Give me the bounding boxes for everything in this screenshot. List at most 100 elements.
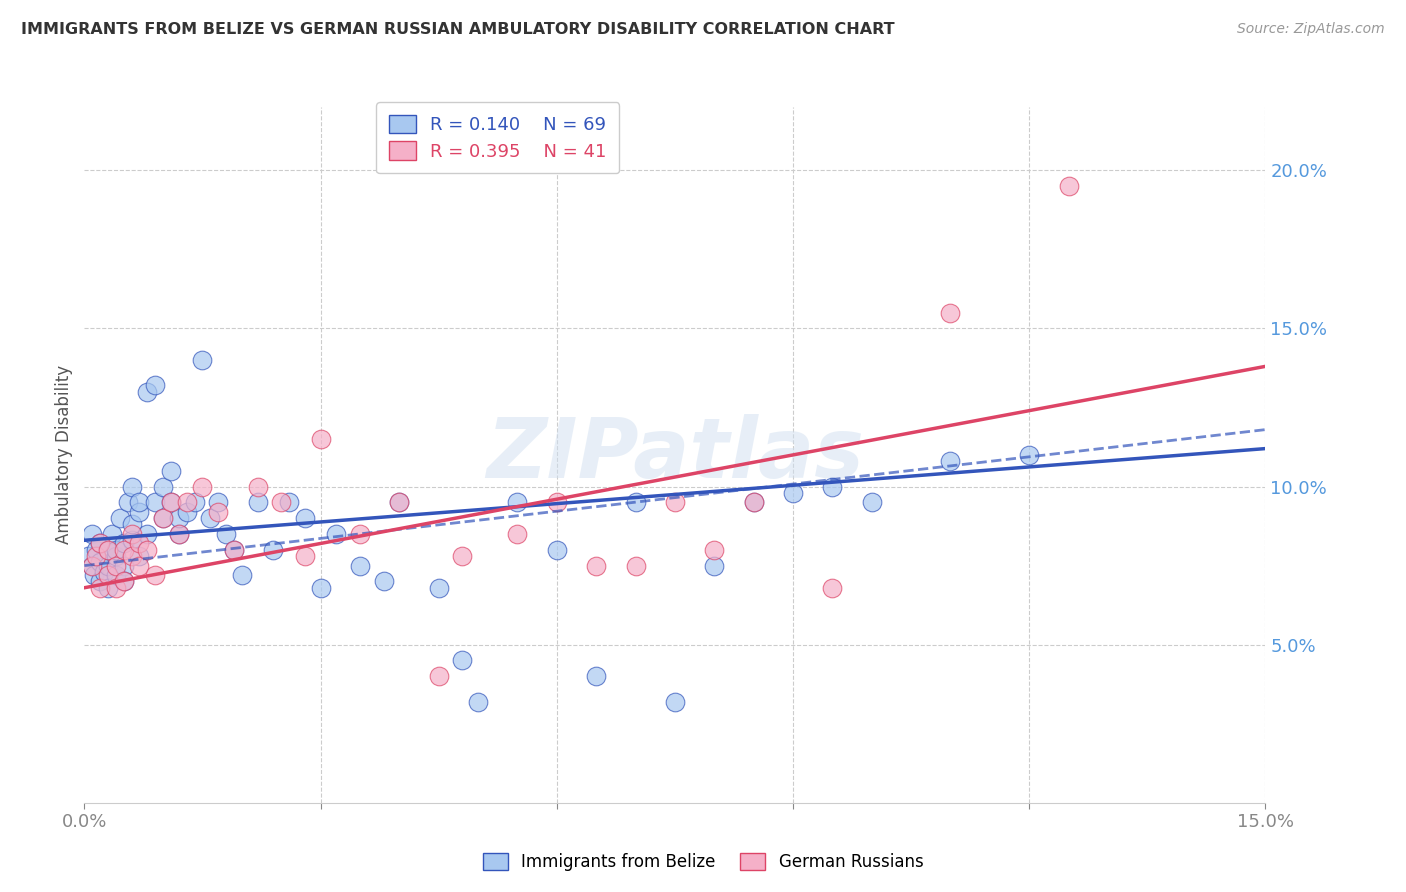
Point bbox=[167, 511, 190, 525]
Point bbox=[703, 558, 725, 573]
Point bbox=[703, 542, 725, 557]
Point bbox=[821, 479, 844, 493]
Point bbox=[89, 536, 111, 550]
Point bbox=[117, 495, 139, 509]
Point bbox=[349, 527, 371, 541]
Point bbox=[451, 653, 474, 667]
Point bbox=[104, 542, 127, 557]
Point bbox=[160, 495, 183, 509]
Point bbox=[97, 542, 120, 557]
Point bbox=[108, 511, 131, 525]
Point bbox=[742, 495, 765, 509]
Point bbox=[373, 574, 395, 589]
Text: ZIPatlas: ZIPatlas bbox=[486, 415, 863, 495]
Point bbox=[427, 581, 450, 595]
Point bbox=[136, 384, 159, 399]
Point bbox=[183, 495, 205, 509]
Point bbox=[270, 495, 292, 509]
Point bbox=[121, 527, 143, 541]
Point bbox=[143, 495, 166, 509]
Point bbox=[1018, 448, 1040, 462]
Point bbox=[388, 495, 411, 509]
Point bbox=[89, 581, 111, 595]
Point bbox=[152, 511, 174, 525]
Point bbox=[191, 479, 214, 493]
Point bbox=[101, 527, 124, 541]
Point bbox=[585, 669, 607, 683]
Point bbox=[121, 549, 143, 563]
Point bbox=[121, 517, 143, 532]
Point bbox=[176, 505, 198, 519]
Point bbox=[294, 549, 316, 563]
Point bbox=[664, 695, 686, 709]
Y-axis label: Ambulatory Disability: Ambulatory Disability bbox=[55, 366, 73, 544]
Point bbox=[309, 432, 332, 446]
Point bbox=[246, 479, 269, 493]
Point bbox=[451, 549, 474, 563]
Point bbox=[89, 536, 111, 550]
Point bbox=[585, 558, 607, 573]
Point bbox=[506, 495, 529, 509]
Point bbox=[207, 495, 229, 509]
Point bbox=[278, 495, 301, 509]
Point bbox=[112, 574, 135, 589]
Point bbox=[546, 542, 568, 557]
Point bbox=[167, 527, 190, 541]
Point bbox=[112, 574, 135, 589]
Point bbox=[742, 495, 765, 509]
Point bbox=[309, 581, 332, 595]
Point bbox=[104, 549, 127, 563]
Point bbox=[143, 378, 166, 392]
Point bbox=[262, 542, 284, 557]
Legend: Immigrants from Belize, German Russians: Immigrants from Belize, German Russians bbox=[474, 845, 932, 880]
Point bbox=[246, 495, 269, 509]
Point bbox=[222, 542, 245, 557]
Point bbox=[97, 581, 120, 595]
Point bbox=[860, 495, 883, 509]
Point bbox=[89, 556, 111, 570]
Point bbox=[136, 542, 159, 557]
Point bbox=[349, 558, 371, 573]
Point bbox=[93, 565, 115, 579]
Point bbox=[128, 536, 150, 550]
Point bbox=[112, 536, 135, 550]
Point bbox=[128, 495, 150, 509]
Point bbox=[84, 549, 107, 563]
Point bbox=[176, 495, 198, 509]
Point bbox=[143, 568, 166, 582]
Legend: R = 0.140    N = 69, R = 0.395    N = 41: R = 0.140 N = 69, R = 0.395 N = 41 bbox=[377, 103, 619, 173]
Point bbox=[112, 542, 135, 557]
Point bbox=[782, 486, 804, 500]
Point bbox=[82, 527, 104, 541]
Point bbox=[82, 558, 104, 573]
Text: Source: ZipAtlas.com: Source: ZipAtlas.com bbox=[1237, 22, 1385, 37]
Point bbox=[97, 542, 120, 557]
Point bbox=[215, 527, 238, 541]
Point bbox=[152, 511, 174, 525]
Point bbox=[167, 527, 190, 541]
Point bbox=[82, 558, 104, 573]
Point bbox=[89, 574, 111, 589]
Point bbox=[1057, 179, 1080, 194]
Point bbox=[112, 558, 135, 573]
Point bbox=[325, 527, 347, 541]
Point bbox=[200, 511, 222, 525]
Point bbox=[294, 511, 316, 525]
Point bbox=[191, 353, 214, 368]
Point bbox=[121, 479, 143, 493]
Point bbox=[121, 533, 143, 548]
Point bbox=[83, 568, 105, 582]
Point bbox=[207, 505, 229, 519]
Point bbox=[821, 581, 844, 595]
Point bbox=[467, 695, 489, 709]
Point bbox=[939, 454, 962, 468]
Point bbox=[546, 495, 568, 509]
Point bbox=[152, 479, 174, 493]
Point bbox=[624, 558, 647, 573]
Point bbox=[160, 464, 183, 478]
Point bbox=[84, 542, 107, 557]
Point bbox=[506, 527, 529, 541]
Point bbox=[136, 527, 159, 541]
Point bbox=[427, 669, 450, 683]
Point bbox=[104, 581, 127, 595]
